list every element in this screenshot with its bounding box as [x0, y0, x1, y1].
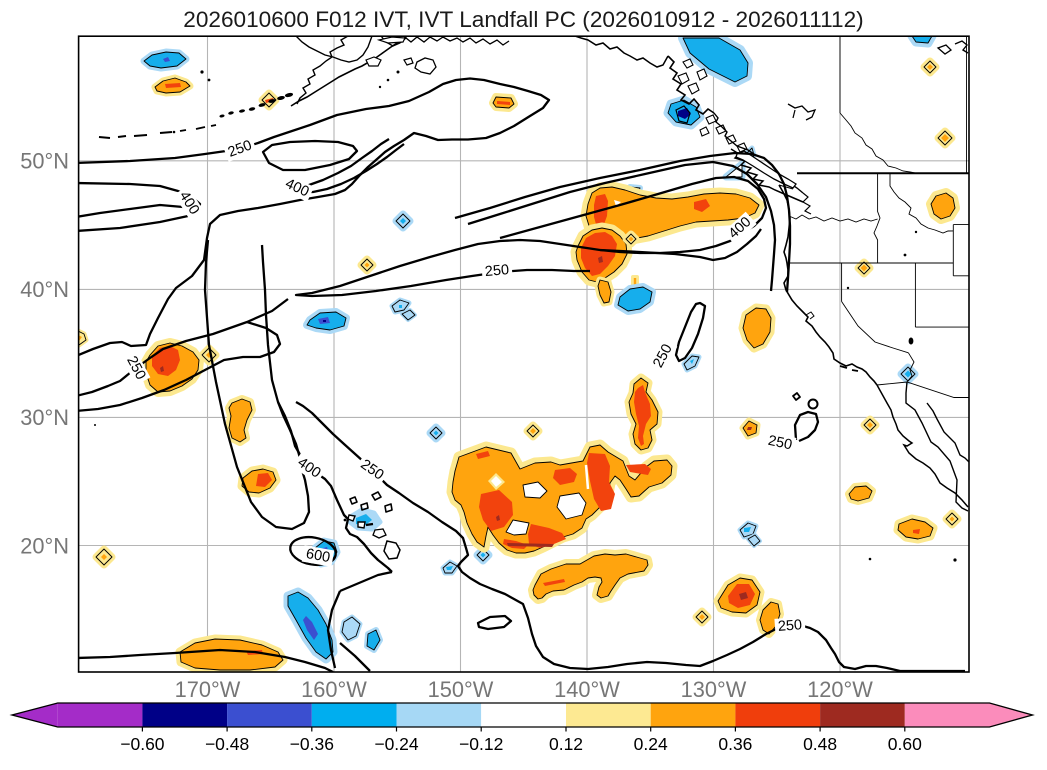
svg-text:120°W: 120°W: [807, 677, 873, 702]
svg-text:−0.12: −0.12: [459, 734, 503, 754]
svg-text:0.60: 0.60: [888, 734, 922, 754]
svg-text:250: 250: [226, 137, 254, 160]
svg-text:150°W: 150°W: [428, 677, 494, 702]
svg-text:250: 250: [484, 262, 510, 280]
svg-text:0.12: 0.12: [549, 734, 583, 754]
svg-text:50°N: 50°N: [20, 149, 69, 174]
svg-text:2026010600 F012 IVT, IVT Landf: 2026010600 F012 IVT, IVT Landfall PC (20…: [183, 7, 863, 32]
svg-text:160°W: 160°W: [301, 677, 367, 702]
svg-text:250: 250: [777, 617, 802, 635]
svg-text:600: 600: [305, 546, 332, 566]
svg-text:0.36: 0.36: [718, 734, 752, 754]
svg-text:20°N: 20°N: [20, 533, 69, 558]
svg-text:−0.48: −0.48: [205, 734, 249, 754]
svg-text:−0.24: −0.24: [374, 734, 419, 754]
svg-text:0.24: 0.24: [634, 734, 668, 754]
svg-text:−0.36: −0.36: [290, 734, 334, 754]
svg-text:140°W: 140°W: [554, 677, 620, 702]
svg-text:40°N: 40°N: [20, 277, 69, 302]
svg-text:250: 250: [766, 433, 793, 454]
svg-text:170°W: 170°W: [175, 677, 241, 702]
svg-text:0.48: 0.48: [803, 734, 837, 754]
svg-text:30°N: 30°N: [20, 405, 69, 430]
svg-text:−0.60: −0.60: [120, 734, 165, 754]
svg-text:130°W: 130°W: [681, 677, 747, 702]
